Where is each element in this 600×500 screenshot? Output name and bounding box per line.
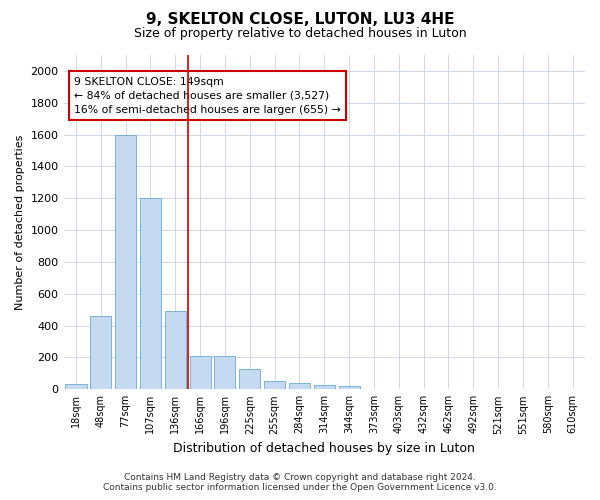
Y-axis label: Number of detached properties: Number of detached properties [15, 134, 25, 310]
Bar [239, 368, 260, 390]
Bar [65, 384, 86, 390]
X-axis label: Distribution of detached houses by size in Luton: Distribution of detached houses by size … [173, 442, 475, 455]
Bar [314, 386, 335, 390]
Text: Size of property relative to detached houses in Luton: Size of property relative to detached ho… [134, 28, 466, 40]
Bar [190, 356, 211, 390]
Bar [289, 383, 310, 390]
Text: 9 SKELTON CLOSE: 149sqm
← 84% of detached houses are smaller (3,527)
16% of semi: 9 SKELTON CLOSE: 149sqm ← 84% of detache… [74, 76, 341, 114]
Bar [264, 382, 285, 390]
Text: Contains HM Land Registry data © Crown copyright and database right 2024.
Contai: Contains HM Land Registry data © Crown c… [103, 473, 497, 492]
Bar [165, 312, 186, 390]
Bar [115, 134, 136, 390]
Text: 9, SKELTON CLOSE, LUTON, LU3 4HE: 9, SKELTON CLOSE, LUTON, LU3 4HE [146, 12, 454, 28]
Bar [90, 316, 112, 390]
Bar [214, 356, 235, 390]
Bar [338, 386, 359, 390]
Bar [140, 198, 161, 390]
